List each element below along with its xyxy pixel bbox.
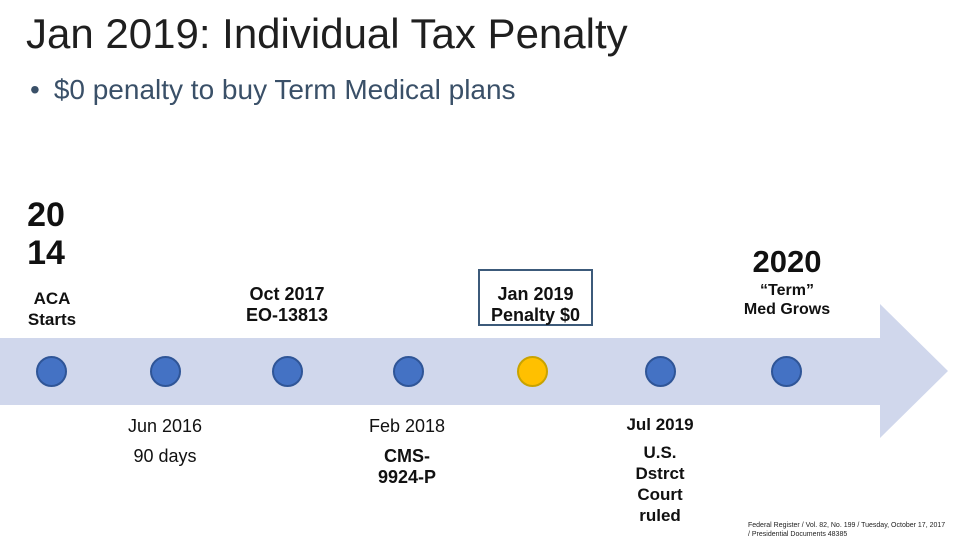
slide-title: Jan 2019: Individual Tax Penalty — [26, 10, 628, 57]
timeline-node-aca — [36, 356, 67, 387]
timeline-node-jan-2019 — [517, 356, 548, 387]
timeline-node-jul-2019 — [645, 356, 676, 387]
event-aca-label: ACA Starts — [27, 289, 77, 329]
event-oct-2017-label: Oct 2017 EO-13813 — [245, 284, 329, 325]
source-footnote: Federal Register / Vol. 82, No. 199 / Tu… — [748, 522, 946, 538]
bullet-dot-icon: • — [30, 74, 40, 105]
timeline-node-2020 — [771, 356, 802, 387]
event-feb-2018-label: Feb 2018 CMS- 9924-P — [368, 416, 446, 487]
bullet-text: $0 penalty to buy Term Medical plans — [53, 74, 516, 105]
bullet-point: • $0 penalty to buy Term Medical plans — [30, 74, 516, 106]
timeline-node-jun-2016 — [150, 356, 181, 387]
highlight-box — [478, 269, 593, 326]
event-jun-2016-label: Jun 2016 90 days — [127, 416, 203, 466]
event-jul-2019-label: Jul 2019 U.S. Dstrct Court ruled — [626, 415, 694, 525]
arrow-shape — [0, 304, 948, 438]
event-jan-2019-label: Jan 2019 Penalty $0 — [490, 284, 581, 325]
timeline-node-oct-2017 — [272, 356, 303, 387]
timeline-node-feb-2018 — [393, 356, 424, 387]
year-start-label: 2014 — [27, 196, 65, 272]
year-end-label: 2020 — [752, 244, 822, 279]
event-term-med-label: “Term” Med Grows — [743, 282, 831, 318]
